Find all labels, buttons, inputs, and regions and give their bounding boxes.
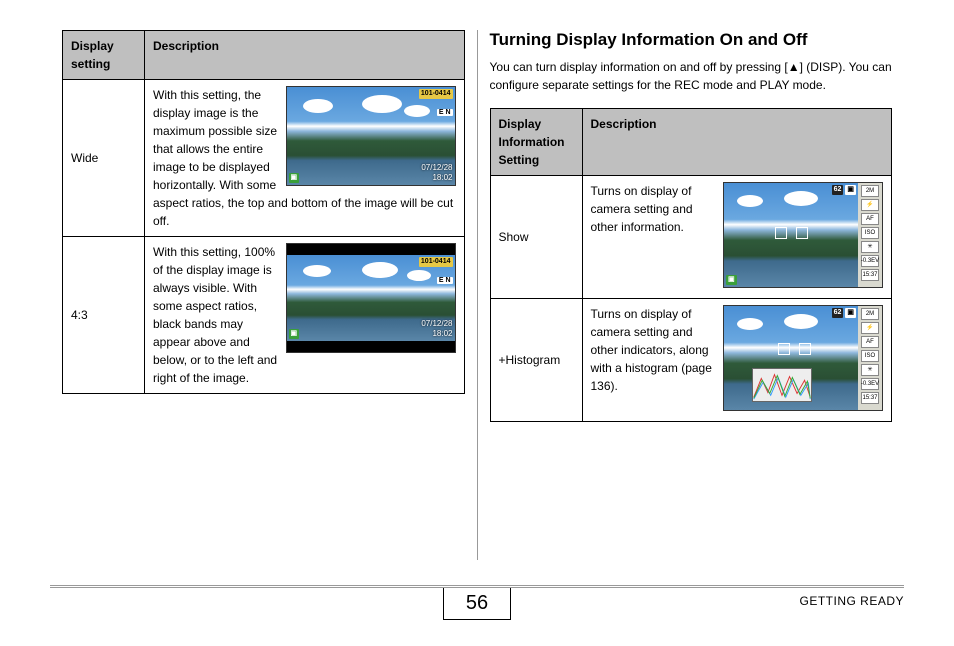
ev-icon: -0.3EV (861, 378, 879, 390)
preview-thumbnail-wide: 101-0414 E N ▣ 07/12/28 18:02 (286, 86, 456, 186)
focus-bracket-icon (796, 227, 808, 239)
page-columns: Display setting Description Wide 101-041… (0, 0, 954, 560)
left-column: Display setting Description Wide 101-041… (50, 30, 478, 560)
time-icon: 15:37 (861, 269, 879, 281)
af-icon: AF (861, 336, 879, 348)
time-text: 18:02 (421, 173, 452, 183)
overlay-bottom-left: ▣ (289, 329, 300, 339)
battery-icon: ▣ (289, 329, 300, 339)
overlay-bottom-left: ▣ (289, 173, 300, 183)
histogram-svg (753, 369, 811, 401)
description-cell: 62 ▣ ▣ 2M ⚡ AF ISO ✳ (582, 176, 892, 299)
preview-thumbnail-43: 101-0414 E N ▣ 07/12/28 18:02 (286, 243, 456, 353)
wb-icon: ✳ (861, 364, 879, 376)
time-icon: 15:37 (861, 392, 879, 404)
overlay-top-right: 62 ▣ (832, 185, 856, 195)
intro-paragraph: You can turn display information on and … (490, 58, 893, 94)
cloud-shape (407, 270, 431, 281)
description-cell: 62 ▣ 2M (582, 299, 892, 422)
header-display-setting: Display setting (63, 31, 145, 80)
cloud-shape (737, 195, 763, 207)
cloud-shape (737, 318, 763, 330)
overlay-bottom-right: 07/12/28 18:02 (421, 319, 452, 339)
file-number-badge: 101-0414 (419, 257, 453, 267)
overlay-mode-badge: E N (437, 101, 453, 119)
cloud-shape (303, 265, 331, 277)
mode-badge: ▣ (845, 308, 856, 318)
cloud-shape (362, 262, 398, 278)
date-text: 07/12/28 (421, 163, 452, 173)
size-icon: 2M (861, 308, 879, 320)
header-description: Description (145, 31, 465, 80)
wb-icon: ✳ (861, 241, 879, 253)
overlay-top-right: 101-0414 (419, 89, 453, 99)
mode-badge: E N (437, 109, 453, 116)
focus-bracket-icon (799, 343, 811, 355)
file-number-badge: 101-0414 (419, 89, 453, 99)
header-display-info-setting: Display Information Setting (490, 109, 582, 176)
flash-icon: ⚡ (861, 199, 879, 211)
description-text: Turns on display of camera setting and o… (591, 184, 693, 234)
af-icon: AF (861, 213, 879, 225)
setting-cell: Show (490, 176, 582, 299)
iso-icon: ISO (861, 350, 879, 362)
overlay-top-right: 101-0414 (419, 257, 453, 267)
iso-icon: ISO (861, 227, 879, 239)
overlay-top-right: 62 ▣ (832, 308, 856, 318)
size-icon: 2M (861, 185, 879, 197)
ev-icon: -0.3EV (861, 255, 879, 267)
description-cell: 101-0414 E N ▣ 07/12/28 18:02 (145, 237, 465, 394)
display-info-table: Display Information Setting Description … (490, 108, 893, 422)
cloud-shape (784, 314, 818, 329)
setting-cell: 4:3 (63, 237, 145, 394)
preview-thumbnail-histogram: 62 ▣ 2M (723, 305, 883, 411)
cloud-shape (362, 95, 402, 113)
overlay-bottom-left: ▣ (726, 275, 737, 285)
table-row: Wide 101-0414 E N (63, 80, 465, 237)
mode-badge: E N (437, 277, 453, 284)
scene-image: 62 ▣ ▣ (724, 183, 858, 287)
flash-icon: ⚡ (861, 322, 879, 334)
table-row: Show 62 ▣ ▣ (490, 176, 892, 299)
focus-bracket-icon (775, 227, 787, 239)
table-row: 4:3 101-0414 E N (63, 237, 465, 394)
display-setting-table: Display setting Description Wide 101-041… (62, 30, 465, 394)
section-label: GETTING READY (799, 594, 904, 608)
right-column: Turning Display Information On and Off Y… (478, 30, 905, 560)
mode-badge: ▣ (845, 185, 856, 195)
scene-image: 62 ▣ (724, 306, 858, 410)
overlay-bottom-right: 07/12/28 18:02 (421, 163, 452, 183)
table-row: +Histogram 62 ▣ (490, 299, 892, 422)
date-text: 07/12/28 (421, 319, 452, 329)
header-description: Description (582, 109, 892, 176)
time-text: 18:02 (421, 329, 452, 339)
side-icon-strip: 2M ⚡ AF ISO ✳ -0.3EV 15:37 (858, 183, 882, 287)
section-heading: Turning Display Information On and Off (490, 30, 893, 50)
scene-image: 101-0414 E N ▣ 07/12/28 18:02 (287, 255, 455, 341)
setting-cell: +Histogram (490, 299, 582, 422)
description-text: Turns on display of camera setting and o… (591, 307, 712, 393)
footer-row: 56 GETTING READY (50, 588, 904, 628)
side-icon-strip: 2M ⚡ AF ISO ✳ -0.3EV 15:37 (858, 306, 882, 410)
overlay-mode-badge: E N (437, 269, 453, 287)
page-footer: 56 GETTING READY (0, 585, 954, 628)
table-header-row: Display setting Description (63, 31, 465, 80)
battery-icon: ▣ (726, 275, 737, 285)
description-text: With this setting, 100% of the display i… (153, 245, 277, 385)
cloud-shape (784, 191, 818, 206)
page-number: 56 (443, 588, 511, 620)
cloud-shape (404, 105, 430, 117)
count-badge: 62 (832, 308, 844, 318)
histogram-panel (752, 368, 812, 402)
preview-thumbnail-show: 62 ▣ ▣ 2M ⚡ AF ISO ✳ (723, 182, 883, 288)
setting-cell: Wide (63, 80, 145, 237)
cloud-shape (303, 99, 333, 113)
focus-bracket-icon (778, 343, 790, 355)
table-header-row: Display Information Setting Description (490, 109, 892, 176)
count-badge: 62 (832, 185, 844, 195)
description-cell: 101-0414 E N ▣ 07/12/28 18:02 Wi (145, 80, 465, 237)
battery-icon: ▣ (289, 173, 300, 183)
